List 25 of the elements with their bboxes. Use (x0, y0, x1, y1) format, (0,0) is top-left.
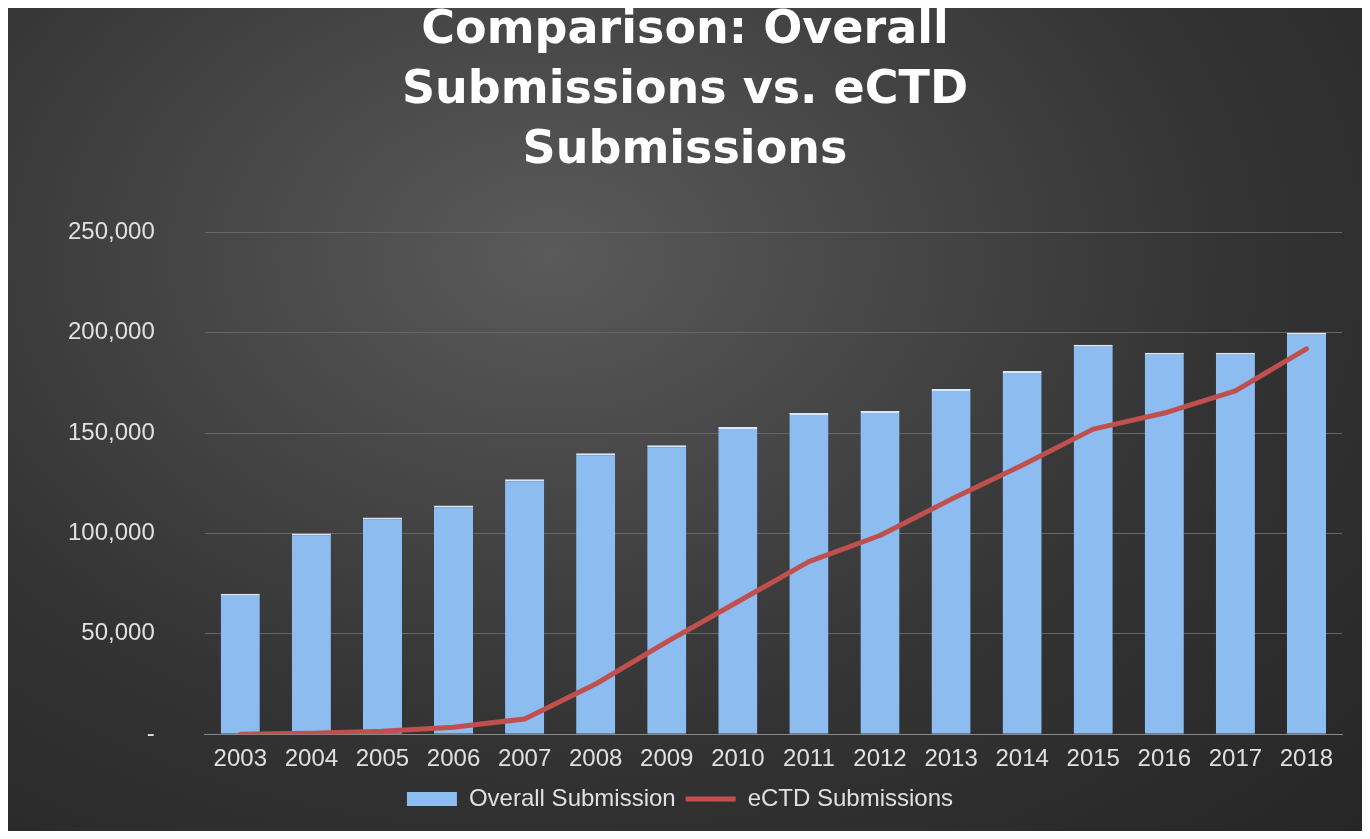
y-tick-label: 150,000 (67, 417, 155, 445)
x-tick-label: 2013 (924, 744, 978, 772)
x-tick-label: 2008 (568, 744, 623, 772)
y-tick-label: - (146, 718, 155, 746)
x-tick-label: 2017 (1208, 744, 1263, 772)
x-tick-label: 2004 (284, 744, 339, 772)
y-tick-label: 50,000 (81, 618, 155, 646)
x-tick-label: 2011 (783, 744, 835, 772)
y-tick-label: 100,000 (67, 518, 155, 546)
x-tick-label: 2003 (213, 744, 267, 772)
x-tick-label: 2009 (640, 744, 694, 772)
y-tick-label: 250,000 (67, 217, 155, 245)
x-tick-label: 2006 (426, 744, 481, 772)
x-tick-label: 2015 (1066, 744, 1120, 772)
x-tick-label: 2007 (497, 744, 552, 772)
legend-label: eCTD Submissions (747, 783, 954, 811)
x-tick-label: 2012 (853, 744, 907, 772)
x-tick-label: 2014 (995, 744, 1049, 772)
x-tick-label: 2010 (711, 744, 765, 772)
x-tick-label: 2018 (1279, 744, 1334, 772)
legend-label: Overall Submission (468, 783, 676, 811)
x-tick-label: 2005 (355, 744, 410, 772)
y-tick-label: 200,000 (67, 317, 155, 345)
chart-title: Comparison: Overall Submissions vs. eCTD Submissions (400, 0, 970, 176)
x-tick-label: 2016 (1137, 744, 1191, 772)
